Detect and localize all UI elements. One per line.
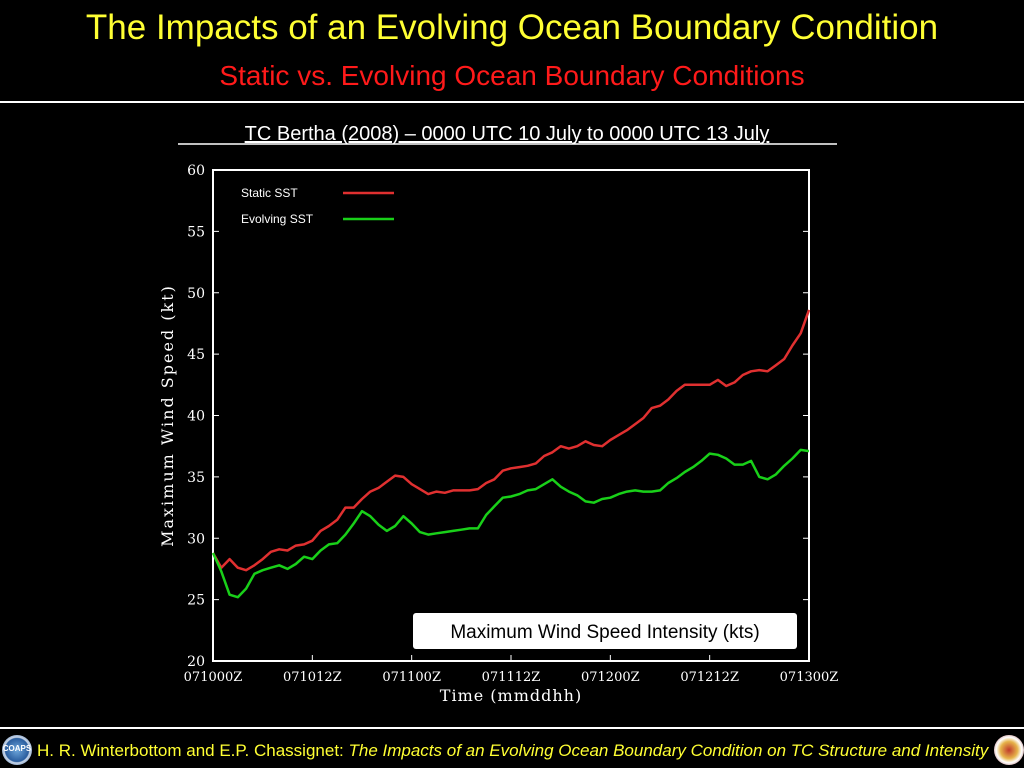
x-tick-label: 071000Z [184,670,243,685]
series-line-evolving-sst [211,448,810,599]
y-tick-label: 60 [187,163,205,179]
footer-divider [0,727,1024,729]
footer-citation: H. R. Winterbottom and E.P. Chassignet: … [37,741,992,761]
y-tick-label: 40 [187,409,205,425]
chart-title: TC Bertha (2008) – 0000 UTC 10 July to 0… [245,123,770,145]
legend-label: Evolving SST [241,212,314,226]
coaps-logo: COAPS [2,735,32,765]
annotation-text: Maximum Wind Speed Intensity (kts) [450,622,759,643]
y-tick-label: 45 [187,347,205,363]
header-divider [0,101,1024,103]
y-tick-label: 55 [187,224,205,240]
x-tick-label: 071212Z [680,670,739,685]
annotation-box [413,613,797,649]
plot-frame [212,169,810,662]
legend-label: Static SST [241,186,298,200]
series-line-static-sst [211,309,811,572]
x-tick-label: 071300Z [780,670,839,685]
x-tick-label: 071112Z [482,670,541,685]
university-seal-logo [994,735,1024,765]
footer-paper-title: The Impacts of an Evolving Ocean Boundar… [348,741,989,760]
slide-subtitle: Static vs. Evolving Ocean Boundary Condi… [219,60,805,91]
y-tick-label: 25 [187,593,205,609]
coaps-logo-text: COAPS [2,744,32,753]
wind-speed-chart: TC Bertha (2008) – 0000 UTC 10 July to 0… [158,123,839,705]
footer-authors: H. R. Winterbottom and E.P. Chassignet: [37,741,349,760]
x-tick-label: 071100Z [382,670,441,685]
y-tick-label: 35 [187,470,205,486]
slide-title: The Impacts of an Evolving Ocean Boundar… [85,8,939,47]
y-tick-label: 20 [187,654,205,670]
x-tick-label: 071200Z [581,670,640,685]
x-tick-label: 071012Z [283,670,342,685]
x-axis-label: Time (mmddhh) [440,686,582,705]
y-tick-label: 50 [187,286,205,302]
y-axis-label: Maximum Wind Speed (kt) [158,284,177,547]
y-tick-label: 30 [187,531,205,547]
